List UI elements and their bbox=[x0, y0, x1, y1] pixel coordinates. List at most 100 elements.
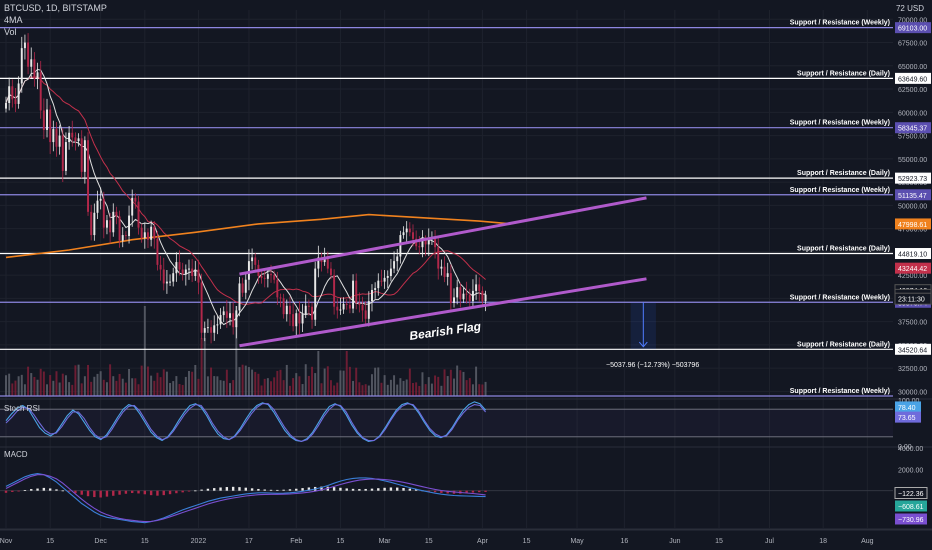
level-price-tag-text: 69103.00 bbox=[898, 26, 927, 33]
candle-body bbox=[143, 232, 146, 238]
candle-body bbox=[462, 293, 465, 300]
volume-bar bbox=[270, 381, 272, 396]
volume-bar bbox=[449, 369, 452, 396]
macd-histogram-bar bbox=[339, 487, 342, 491]
candle-body bbox=[137, 201, 140, 228]
candle-body bbox=[128, 215, 131, 237]
candle-body bbox=[367, 301, 370, 319]
volume-bar bbox=[459, 370, 462, 396]
price-tick-label: 32500.00 bbox=[898, 366, 927, 373]
level-label: Support / Resistance (Daily) bbox=[797, 341, 890, 348]
volume-bar bbox=[453, 378, 455, 396]
candle-body bbox=[355, 280, 358, 303]
candle-body bbox=[140, 227, 143, 238]
candle-body bbox=[184, 269, 187, 275]
macd-histogram-bar bbox=[433, 490, 437, 493]
level-price-tag bbox=[895, 22, 931, 34]
macd-histogram-bar bbox=[67, 490, 71, 492]
candle-body bbox=[194, 269, 197, 277]
time-tick-label: 16 bbox=[620, 538, 628, 545]
volume-bar bbox=[131, 378, 134, 396]
macd-histogram-bar bbox=[219, 487, 222, 491]
candle-body bbox=[61, 135, 64, 171]
volume-bar bbox=[383, 375, 386, 396]
macd-histogram-bar bbox=[131, 490, 134, 494]
volume-bar bbox=[181, 384, 184, 396]
candle-body bbox=[361, 304, 364, 311]
macd-value-tag-text: −730.96 bbox=[898, 517, 924, 524]
level-label: Support / Resistance (Daily) bbox=[797, 246, 890, 253]
volume-bar bbox=[336, 382, 339, 396]
macd-histogram-bar bbox=[206, 488, 210, 491]
volume-bar bbox=[333, 385, 336, 396]
candle-body bbox=[345, 303, 348, 305]
volume-bar bbox=[339, 370, 342, 396]
macd-histogram-bar bbox=[427, 490, 430, 492]
macd-histogram-bar bbox=[74, 490, 77, 494]
macd-histogram-bar bbox=[61, 490, 64, 492]
price-tag-text: 43244.42 bbox=[898, 266, 927, 273]
candle-body bbox=[169, 281, 172, 283]
volume-bar bbox=[11, 383, 14, 396]
macd-histogram-bar bbox=[320, 486, 323, 491]
candle-body bbox=[475, 284, 478, 291]
candle-body bbox=[484, 294, 487, 302]
candle-body bbox=[30, 59, 33, 67]
macd-value-tag-text: −608.61 bbox=[898, 504, 924, 511]
volume-bar bbox=[298, 376, 301, 396]
volume-bar bbox=[408, 368, 411, 396]
volume-bar bbox=[134, 378, 137, 396]
volume-bar bbox=[20, 374, 23, 396]
candle-body bbox=[317, 257, 320, 269]
time-tick-label: Aug bbox=[861, 538, 874, 545]
candle-body bbox=[352, 280, 355, 309]
macd-histogram-bar bbox=[364, 488, 367, 491]
macd-histogram-bar bbox=[156, 490, 159, 496]
macd-histogram-bar bbox=[99, 490, 102, 498]
candle-body bbox=[178, 262, 181, 270]
volume-bar bbox=[468, 378, 471, 396]
volume-bar bbox=[83, 376, 86, 396]
candle-body bbox=[124, 235, 127, 237]
macd-histogram-bar bbox=[295, 488, 298, 491]
candle-body bbox=[235, 310, 238, 328]
volume-bar bbox=[33, 376, 36, 396]
candle-body bbox=[323, 257, 326, 263]
volume-bar bbox=[169, 383, 172, 396]
volume-bar bbox=[23, 384, 26, 396]
volume-bar bbox=[434, 375, 437, 396]
candle-body bbox=[456, 287, 459, 298]
ma-white-line bbox=[5, 68, 486, 326]
volume-bar bbox=[55, 371, 58, 396]
candle-body bbox=[150, 226, 153, 240]
volume-bar bbox=[402, 380, 405, 396]
macd-histogram-bar bbox=[383, 487, 386, 491]
rsi-series-line bbox=[5, 403, 487, 442]
volume-bar bbox=[238, 367, 241, 396]
volume-bar bbox=[279, 369, 282, 396]
candle-body bbox=[197, 269, 200, 283]
macd-series-line bbox=[5, 473, 486, 524]
volume-bar bbox=[430, 383, 433, 396]
macd-histogram-bar bbox=[269, 489, 273, 491]
candle-body bbox=[263, 277, 266, 279]
volume-bar bbox=[14, 380, 17, 396]
time-tick-label: 15 bbox=[337, 538, 345, 545]
candle-body bbox=[247, 261, 250, 280]
macd-histogram-bar bbox=[23, 490, 27, 491]
candle-body bbox=[55, 129, 58, 147]
volume-bar bbox=[68, 382, 71, 396]
volume-bar bbox=[61, 373, 64, 396]
macd-histogram-bar bbox=[263, 489, 266, 491]
price-tick-label: 50000.00 bbox=[898, 203, 927, 210]
candle-body bbox=[23, 42, 26, 49]
volume-bar bbox=[140, 365, 143, 396]
volume-bar bbox=[481, 384, 484, 396]
candle-body bbox=[68, 132, 71, 143]
volume-bar bbox=[8, 373, 11, 396]
candle-body bbox=[478, 284, 481, 291]
volume-bar bbox=[188, 371, 190, 396]
candle-body bbox=[282, 298, 285, 315]
volume-bar bbox=[285, 364, 288, 396]
